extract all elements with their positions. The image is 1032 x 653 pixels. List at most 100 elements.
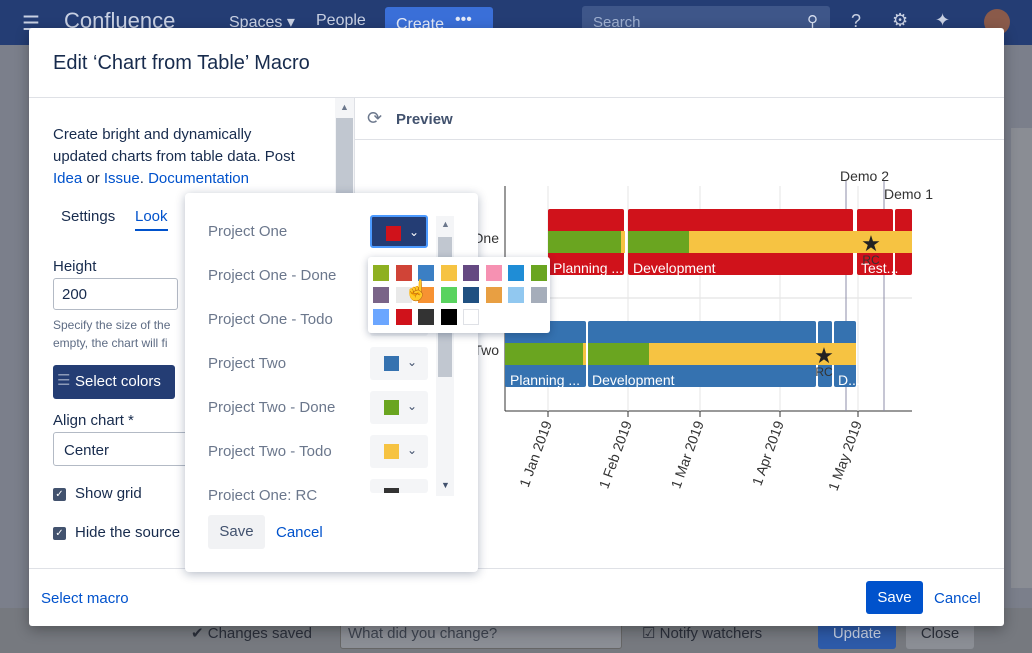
gantt-todo-bar xyxy=(621,231,625,253)
color-palette xyxy=(368,257,550,333)
gantt-todo-bar xyxy=(583,343,586,365)
chevron-down-icon: ⌄ xyxy=(407,487,417,493)
color-select[interactable]: ⌄ xyxy=(370,479,428,493)
palette-swatch[interactable] xyxy=(373,309,389,325)
color-row-label: Project One - Todo xyxy=(208,311,333,328)
preview-header: ⟳ Preview xyxy=(355,98,1004,140)
align-chart-label: Align chart * xyxy=(53,412,134,429)
palette-swatch[interactable] xyxy=(530,265,547,281)
show-grid-checkbox[interactable]: ✓ xyxy=(53,488,66,501)
palette-swatch[interactable] xyxy=(418,309,434,325)
hide-source-label: Hide the source xyxy=(75,524,181,541)
palette-swatch[interactable] xyxy=(395,287,412,303)
color-row-label: Project One: RC xyxy=(208,487,318,501)
changes-saved-label: ✔ Changes saved xyxy=(191,625,312,642)
color-swatch xyxy=(386,226,401,241)
notify-watchers-checkbox[interactable]: ☑ Notify watchers xyxy=(642,625,763,642)
palette-swatch[interactable] xyxy=(373,265,389,281)
gear-icon[interactable]: ⚙ xyxy=(892,10,909,30)
palette-swatch[interactable] xyxy=(418,265,434,281)
palette-swatch[interactable] xyxy=(463,265,479,281)
help-icon[interactable]: ? xyxy=(851,11,862,31)
phase-label: D... xyxy=(838,372,860,388)
milestone-label: RC xyxy=(815,365,833,379)
x-tick-label: 1 Mar 2019 xyxy=(668,418,707,490)
chart-preview: Demo 2 Demo 1 One Two Planning ... Developmen… xyxy=(355,141,1004,568)
palette-swatch[interactable] xyxy=(418,287,434,303)
palette-swatch[interactable] xyxy=(395,309,412,325)
page-scrollbar[interactable] xyxy=(1011,128,1032,588)
color-select[interactable]: ⌄ xyxy=(370,391,428,424)
row-label: One xyxy=(473,230,500,246)
color-select[interactable]: ⌄ xyxy=(370,215,428,248)
dialog-title: Edit ‘Chart from Table’ Macro xyxy=(53,52,310,74)
idea-link[interactable]: Idea xyxy=(53,170,83,187)
x-tick-label: 1 Feb 2019 xyxy=(596,418,635,490)
popup-cancel-button[interactable]: Cancel xyxy=(276,524,323,541)
tab-look[interactable]: Look xyxy=(135,208,168,231)
palette-swatch[interactable] xyxy=(395,265,412,281)
spaces-menu[interactable]: Spaces ▾ xyxy=(229,14,295,31)
milestone-label: RC xyxy=(862,253,880,267)
cancel-button[interactable]: Cancel xyxy=(934,590,981,607)
popup-save-button[interactable]: Save xyxy=(208,515,265,549)
phase-label: Development xyxy=(592,372,675,388)
palette-swatch[interactable] xyxy=(530,287,547,303)
chevron-down-icon: ⌄ xyxy=(407,355,418,369)
documentation-link[interactable]: Documentation xyxy=(148,170,249,187)
palette-swatch[interactable] xyxy=(440,265,457,281)
color-row-label: Project One - Done xyxy=(208,267,337,284)
gantt-todo-bar xyxy=(689,231,912,253)
marker-label: Demo 2 xyxy=(840,168,889,184)
chevron-down-icon: ⌄ xyxy=(407,443,418,457)
color-row-label: Project Two - Todo xyxy=(208,443,332,460)
phase-label: Planning ... xyxy=(510,372,580,388)
hide-source-checkbox[interactable]: ✓ xyxy=(53,527,66,540)
row-label: Two xyxy=(473,342,499,358)
save-button[interactable]: Save xyxy=(866,581,923,614)
gantt-done-bar xyxy=(628,231,689,253)
color-picker-popup: Project One ⌄ Project One - Done ⌄ Project O… xyxy=(185,193,478,572)
palette-swatch[interactable] xyxy=(508,265,524,281)
palette-swatch[interactable] xyxy=(440,309,457,325)
milestone-star-icon: ★ xyxy=(814,343,834,368)
scroll-up-icon: ▲ xyxy=(441,219,450,229)
palette-swatch[interactable] xyxy=(373,287,389,303)
color-row-label: Project Two - Done xyxy=(208,399,336,416)
x-tick-label: 1 Jan 2019 xyxy=(516,418,555,489)
more-icon: ••• xyxy=(455,11,472,28)
chevron-down-icon: ⌄ xyxy=(407,399,418,413)
palette-swatch[interactable] xyxy=(485,265,502,281)
marker-label: Demo 1 xyxy=(884,186,933,202)
align-chart-select[interactable]: Center xyxy=(53,432,203,466)
refresh-icon[interactable]: ⟳ xyxy=(367,108,383,128)
notifications-icon[interactable]: ✦ xyxy=(935,10,951,30)
select-macro-link[interactable]: Select macro xyxy=(41,590,129,607)
palette-swatch[interactable] xyxy=(508,287,524,303)
show-grid-label: Show grid xyxy=(75,485,142,502)
color-swatch xyxy=(384,400,399,415)
palette-swatch[interactable] xyxy=(485,287,502,303)
footer-divider xyxy=(29,568,1004,569)
preview-title: Preview xyxy=(396,111,453,128)
color-swatch xyxy=(384,444,399,459)
palette-swatch[interactable] xyxy=(440,287,457,303)
palette-swatch[interactable] xyxy=(463,287,479,303)
mouse-cursor-icon: ☝ xyxy=(404,280,429,302)
issue-link[interactable]: Issue xyxy=(103,170,140,187)
gantt-done-bar xyxy=(588,343,649,365)
palette-swatch[interactable] xyxy=(463,309,479,325)
scroll-down-icon: ▼ xyxy=(441,480,450,490)
settings-panel: Create bright and dynamically updated ch… xyxy=(29,98,354,568)
phase-label: Planning ... xyxy=(553,260,623,276)
chevron-down-icon: ⌄ xyxy=(409,225,420,239)
gantt-chart: Demo 2 Demo 1 One Two Planning ... Developmen… xyxy=(473,168,934,493)
color-select[interactable]: ⌄ xyxy=(370,347,428,380)
people-link[interactable]: People xyxy=(316,12,366,29)
search-icon: ⚲ xyxy=(807,13,818,30)
phase-label: Test... xyxy=(861,260,898,276)
tab-settings[interactable]: Settings xyxy=(61,208,116,225)
height-input[interactable]: 200 xyxy=(53,278,178,310)
select-colors-button[interactable]: ☰ Select colors xyxy=(53,365,175,399)
color-select[interactable]: ⌄ xyxy=(370,435,428,468)
